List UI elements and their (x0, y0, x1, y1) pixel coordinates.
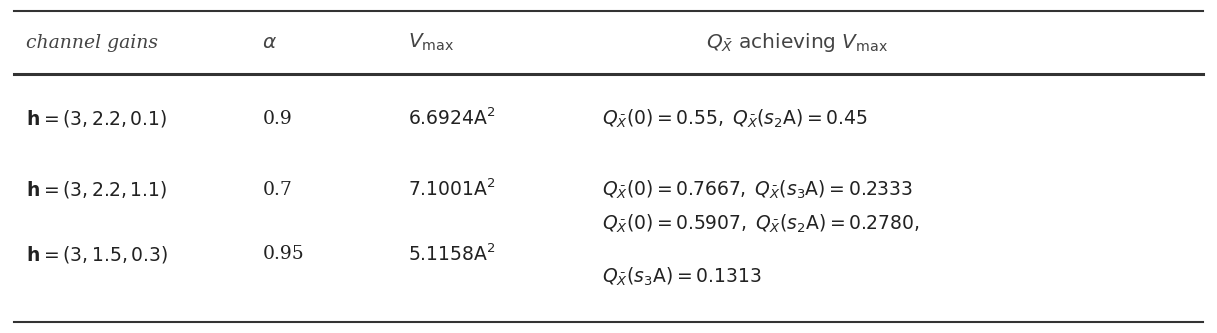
Text: channel gains: channel gains (26, 34, 158, 52)
Text: $\mathbf{h} = (3, 2.2, 0.1)$: $\mathbf{h} = (3, 2.2, 0.1)$ (26, 108, 167, 129)
Text: $6.6924\mathrm{A}^2$: $6.6924\mathrm{A}^2$ (408, 108, 495, 129)
Text: $7.1001\mathrm{A}^2$: $7.1001\mathrm{A}^2$ (408, 179, 495, 200)
Text: $Q_{\bar{X}}(0) = 0.5907, \; Q_{\bar{X}}(s_2\mathrm{A}) = 0.2780,$: $Q_{\bar{X}}(0) = 0.5907, \; Q_{\bar{X}}… (602, 213, 920, 235)
Text: $\mathbf{h} = (3, 1.5, 0.3)$: $\mathbf{h} = (3, 1.5, 0.3)$ (26, 243, 168, 264)
Text: $Q_{\bar{X}}$ achieving $V_{\mathrm{max}}$: $Q_{\bar{X}}$ achieving $V_{\mathrm{max}… (706, 31, 887, 54)
Text: $Q_{\bar{X}}(0) = 0.7667, \; Q_{\bar{X}}(s_3\mathrm{A}) = 0.2333$: $Q_{\bar{X}}(0) = 0.7667, \; Q_{\bar{X}}… (602, 178, 914, 201)
Text: 0.7: 0.7 (263, 180, 292, 198)
Text: $Q_{\bar{X}}(s_3\mathrm{A}) = 0.1313$: $Q_{\bar{X}}(s_3\mathrm{A}) = 0.1313$ (602, 266, 762, 288)
Text: $Q_{\bar{X}}(0) = 0.55, \; Q_{\bar{X}}(s_2\mathrm{A}) = 0.45$: $Q_{\bar{X}}(0) = 0.55, \; Q_{\bar{X}}(s… (602, 108, 868, 130)
Text: 0.9: 0.9 (263, 110, 292, 128)
Text: $\alpha$: $\alpha$ (263, 33, 277, 52)
Text: $5.1158\mathrm{A}^2$: $5.1158\mathrm{A}^2$ (408, 243, 495, 265)
Text: $\mathbf{h} = (3, 2.2, 1.1)$: $\mathbf{h} = (3, 2.2, 1.1)$ (26, 179, 167, 200)
Text: $V_{\mathrm{max}}$: $V_{\mathrm{max}}$ (408, 32, 454, 53)
Text: 0.95: 0.95 (263, 245, 304, 263)
